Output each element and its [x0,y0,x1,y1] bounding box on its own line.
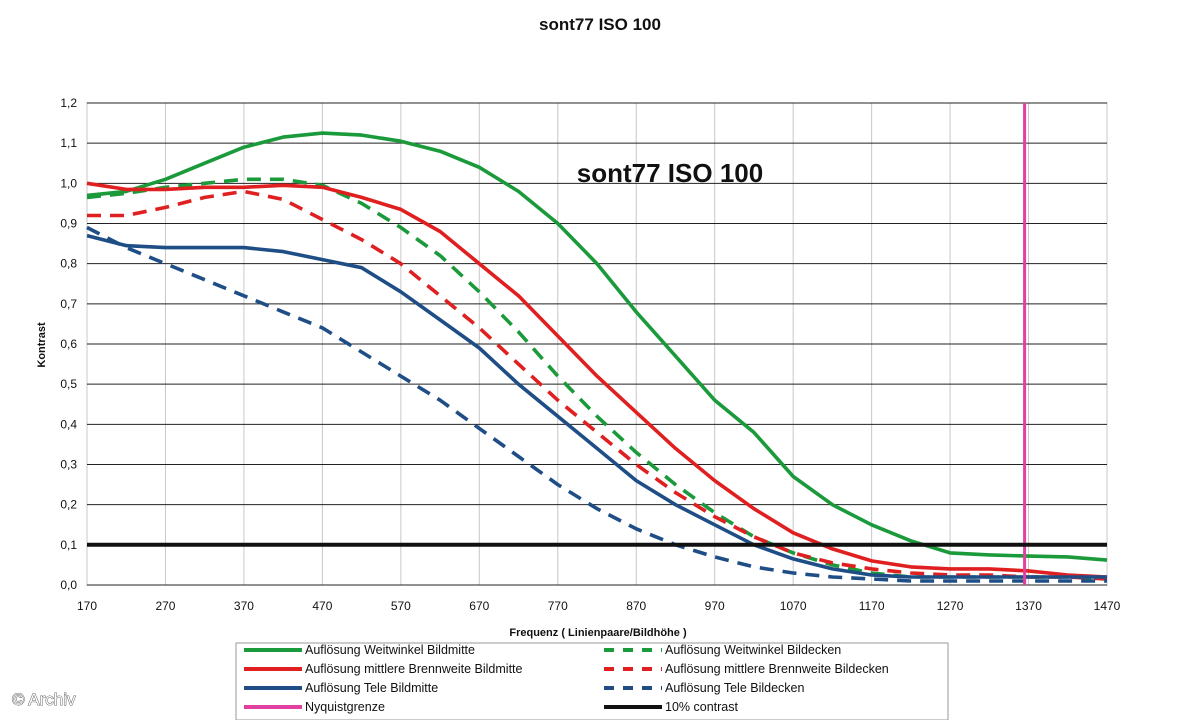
y-tick-label: 1,0 [60,176,77,190]
y-tick-label: 0,4 [60,417,77,431]
legend-label-5: Auflösung Tele Bildecken [665,681,804,695]
legend-label-3: Auflösung mittlere Brennweite Bildecken [665,662,889,676]
x-tick-label: 1070 [780,599,807,613]
y-tick-label: 0,5 [60,377,77,391]
y-tick-label: 0,7 [60,297,77,311]
watermark: © Archiv [12,690,76,709]
x-tick-label: 870 [626,599,646,613]
chart-title: sont77 ISO 100 [539,15,661,34]
y-tick-label: 0,6 [60,337,77,351]
series-line-3 [87,189,1108,581]
y-tick-label: 1,1 [60,136,77,150]
legend: Auflösung Weitwinkel Bildmitte Auflösung … [235,642,949,720]
legend-label-1: Auflösung Weitwinkel Bildecken [665,643,841,657]
y-tick-label: 0,3 [60,458,77,472]
legend-label-0: Auflösung Weitwinkel Bildmitte [305,643,475,657]
legend-box [235,642,949,720]
x-tick-label: 1170 [859,599,885,613]
x-tick-label: 470 [312,599,332,613]
y-tick-label: 0,1 [60,538,77,552]
legend-label-7: 10% contrast [665,700,738,714]
x-tick-label: 970 [705,599,725,613]
series-line-2 [86,181,1108,579]
x-tick-label: 170 [77,599,97,613]
x-tick-label: 1370 [1015,599,1042,613]
series-line-0 [86,131,1108,562]
x-tick-label: 270 [155,599,175,613]
x-axis-ticks: 170 270 370 470 570 670 770 870 970 1070 1170 1270 1… [77,599,1121,613]
chart-inner-title: sont77 ISO 100 [577,158,763,188]
plot-area [86,102,1108,586]
y-axis-ticks: 0,0 0,1 0,2 0,3 0,4 0,5 0,6 0,7 0,8 0,9 1,0 1,1 1,2 [60,96,77,592]
y-tick-label: 0,2 [60,498,77,512]
x-tick-label: 670 [469,599,489,613]
series-line-1 [86,177,1108,581]
y-axis-label: Kontrast [36,322,48,368]
x-tick-label: 370 [234,599,254,613]
x-tick-label: 1270 [937,599,964,613]
y-tick-label: 0,8 [60,257,77,271]
series-line-4 [86,233,1107,579]
legend-label-6: Nyquistgrenze [305,700,385,714]
y-tick-label: 0,0 [60,578,77,592]
x-tick-label: 570 [391,599,411,613]
legend-label-2: Auflösung mittlere Brennweite Bildmitte [305,662,523,676]
legend-label-4: Auflösung Tele Bildmitte [305,681,438,695]
y-tick-label: 1,2 [60,96,77,110]
x-tick-label: 1470 [1094,599,1121,613]
y-tick-label: 0,9 [60,217,77,231]
series-line-5 [86,225,1107,583]
x-axis-label: Frequenz ( Linienpaare/Bildhöhe ) [509,627,687,639]
x-tick-label: 770 [548,599,568,613]
